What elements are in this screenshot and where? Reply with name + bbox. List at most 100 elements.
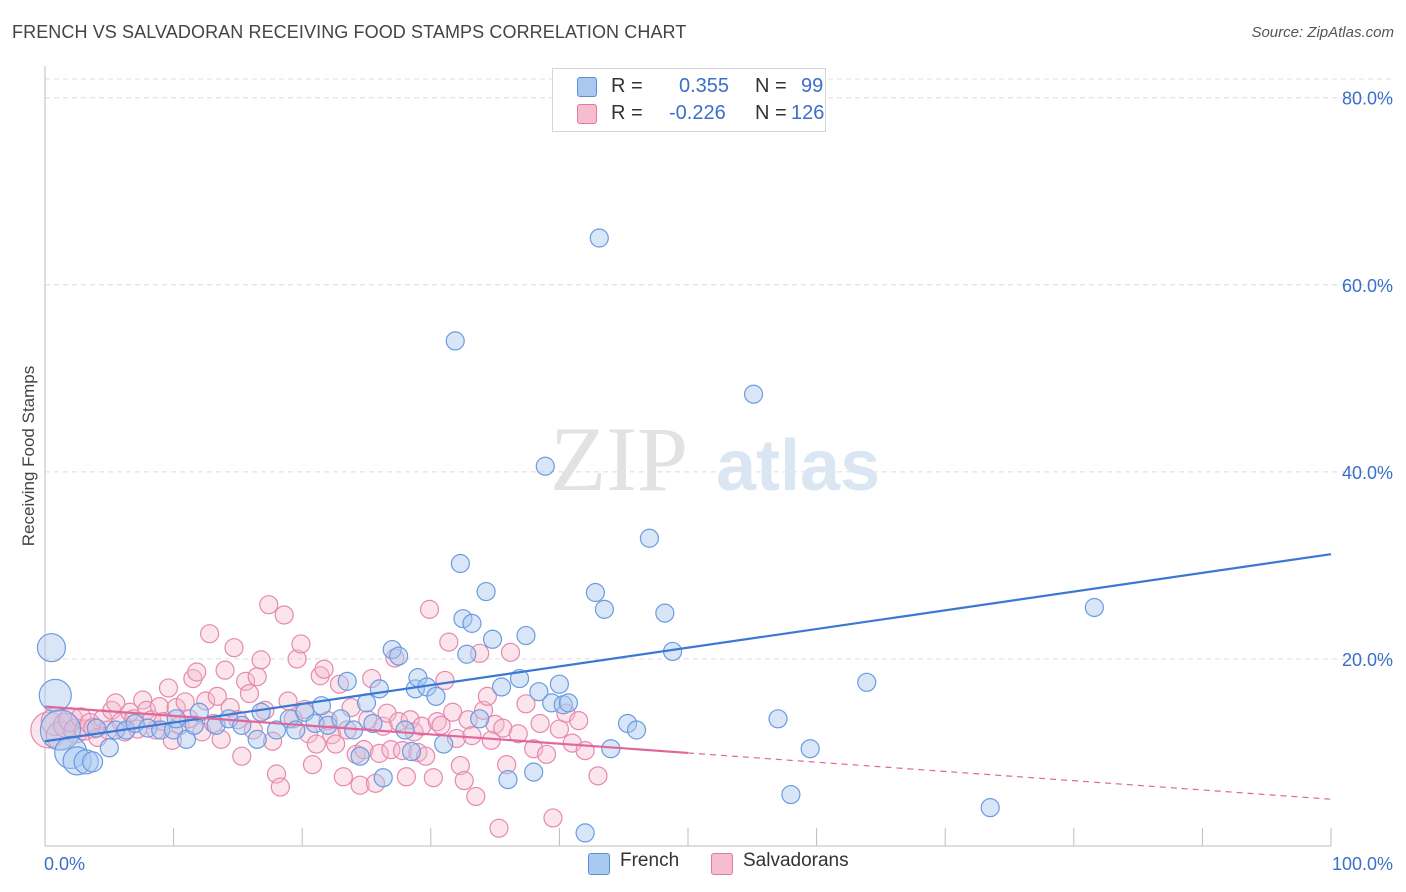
point-french [655, 603, 675, 623]
trend-lines [44, 553, 1332, 800]
legend-r-label: R = [611, 102, 643, 124]
point-salvadorans [362, 668, 382, 689]
point-salvadorans [306, 734, 326, 754]
point-salvadorans [350, 775, 370, 795]
y-tick-label: 60.0% [1342, 276, 1393, 296]
point-french [768, 709, 788, 729]
point-french [373, 768, 393, 788]
watermark-atlas: atlas [716, 426, 880, 506]
point-salvadorans [133, 690, 153, 710]
point-salvadorans [239, 683, 260, 704]
point-french [453, 609, 473, 629]
point-salvadorans [549, 719, 570, 739]
point-french [743, 384, 764, 404]
point-salvadorans [419, 599, 440, 619]
point-salvadorans [588, 766, 608, 786]
point-french [594, 599, 615, 619]
point-french [445, 331, 465, 351]
y-tick-label: 40.0% [1342, 463, 1393, 483]
point-french [363, 713, 383, 734]
point-salvadorans [251, 650, 271, 670]
x-tick-label: 100.0% [1332, 854, 1393, 874]
point-french [781, 784, 801, 805]
point-french [38, 678, 72, 713]
watermark-zip: ZIP [550, 408, 688, 510]
point-french [457, 644, 477, 664]
point-salvadorans [187, 662, 207, 682]
grid-lines [45, 78, 1393, 660]
point-french [99, 738, 119, 758]
bottom-legend-label-french: French [620, 850, 680, 871]
tick-labels: 20.0% 40.0% 60.0% 80.0% 0.0% 100.0% [44, 89, 1393, 874]
point-salvadorans [536, 744, 557, 764]
point-salvadorans [232, 746, 252, 766]
point-french [516, 625, 536, 646]
point-french [401, 741, 422, 762]
point-french [251, 702, 271, 722]
point-salvadorans [400, 710, 420, 730]
point-french [857, 672, 877, 692]
point-salvadorans [543, 808, 563, 828]
point-salvadorans [396, 767, 416, 787]
point-salvadorans [450, 755, 470, 776]
bottom-legend-label-salvadorans: Salvadorans [743, 850, 849, 871]
point-french [369, 679, 389, 699]
point-french [529, 682, 549, 702]
bottom-legend-swatch-french [588, 853, 610, 875]
point-salvadorans [329, 674, 350, 694]
point-french [482, 629, 503, 649]
legend-swatch-french [577, 77, 597, 97]
point-salvadorans [489, 818, 509, 838]
trend-line-french [44, 553, 1332, 743]
legend-r-label: R = [611, 75, 643, 97]
y-tick-label: 80.0% [1342, 89, 1393, 109]
point-french [491, 677, 512, 697]
point-salvadorans [207, 686, 227, 706]
point-french [470, 709, 490, 729]
point-salvadorans [416, 746, 436, 766]
point-salvadorans [287, 649, 307, 669]
point-french [498, 769, 518, 790]
point-french [980, 798, 1000, 818]
point-salvadorans [236, 671, 256, 691]
point-french [36, 633, 67, 663]
x-tick-label: 0.0% [44, 854, 85, 874]
point-salvadorans [326, 734, 346, 754]
point-salvadorans [454, 770, 474, 791]
point-salvadorans [497, 755, 517, 775]
correlation-legend: R = 0.355 N = 99 R = -0.226 N = 126 [552, 68, 826, 132]
point-salvadorans [369, 743, 389, 763]
bottom-legend-swatch-salvadorans [711, 853, 733, 875]
point-french [166, 709, 186, 729]
y-axis-label: Receiving Food Stamps [19, 366, 38, 546]
legend-swatch-salvadorans [577, 104, 597, 124]
point-french [81, 751, 104, 773]
point-salvadorans [322, 725, 342, 745]
point-french [395, 720, 415, 740]
point-salvadorans [263, 731, 283, 751]
point-salvadorans [314, 659, 334, 679]
point-french [476, 581, 496, 602]
point-french [426, 686, 446, 706]
point-salvadorans [302, 755, 323, 775]
point-french [434, 734, 454, 754]
point-french [356, 693, 377, 713]
point-salvadorans [466, 786, 486, 807]
legend-n-value-french: 99 [801, 75, 824, 97]
point-salvadorans [196, 691, 216, 711]
chart-title: FRENCH VS SALVADORAN RECEIVING FOOD STAM… [12, 22, 687, 42]
point-salvadorans [439, 632, 459, 652]
point-salvadorans [215, 660, 235, 680]
point-salvadorans [427, 711, 447, 732]
point-french [247, 729, 267, 749]
point-salvadorans [259, 595, 279, 615]
point-french [350, 746, 370, 766]
point-salvadorans [569, 711, 589, 731]
point-salvadorans [500, 642, 521, 662]
point-salvadorans [435, 670, 455, 691]
point-french [337, 671, 357, 691]
point-french [266, 720, 287, 740]
legend-n-label: N = [755, 75, 787, 97]
chart-source: Source: ZipAtlas.com [1251, 24, 1394, 41]
